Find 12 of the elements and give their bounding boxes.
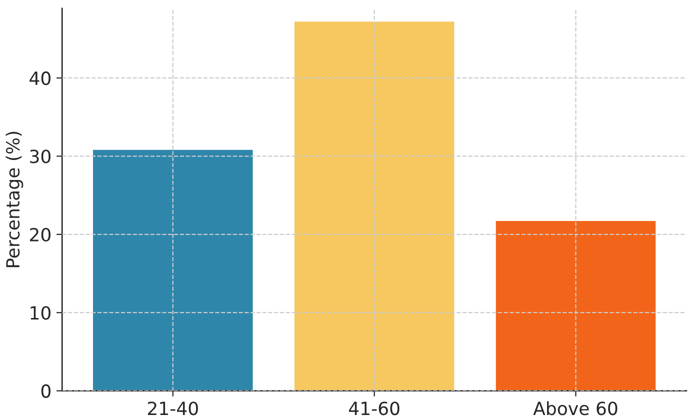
x-tick-label: Above 60: [533, 401, 618, 416]
y-tick-label: 30: [30, 150, 50, 164]
bar: [92, 148, 254, 391]
y-tick-label: 0: [41, 384, 50, 398]
y-tick-label: 10: [30, 306, 50, 320]
y-tick-label: 40: [30, 71, 50, 86]
x-tick-label: 41-60: [348, 402, 400, 416]
y-axis-title: Percentage (%): [6, 132, 24, 268]
bar: [494, 220, 658, 391]
x-tick-label: 21-40: [148, 402, 198, 416]
bar: [293, 20, 456, 391]
y-tick-label: 20: [30, 228, 50, 242]
